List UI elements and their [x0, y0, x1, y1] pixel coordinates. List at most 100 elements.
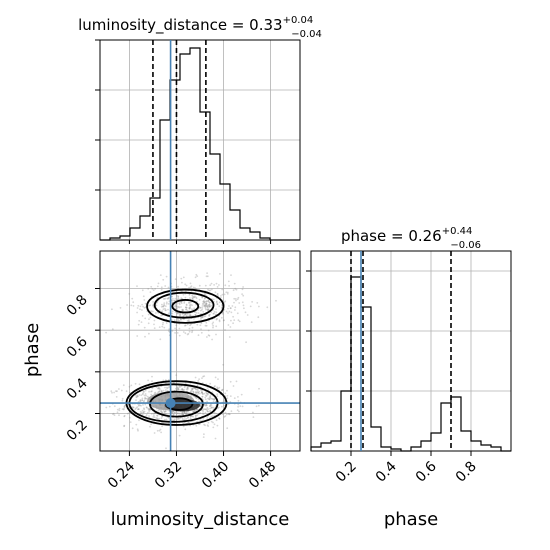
- scatter-point: [216, 303, 219, 305]
- scatter-point: [229, 395, 232, 397]
- scatter-point: [200, 331, 203, 334]
- scatter-point: [230, 274, 232, 276]
- scatter-point: [214, 385, 216, 387]
- scatter-point: [212, 406, 215, 409]
- scatter-point: [128, 416, 131, 419]
- scatter-point: [183, 388, 186, 391]
- scatter-point: [218, 301, 221, 304]
- scatter-point: [137, 403, 140, 406]
- scatter-point: [227, 280, 230, 283]
- xtick-label-ld-2: 0.40: [199, 459, 232, 492]
- scatter-point: [209, 410, 212, 412]
- scatter-point: [141, 409, 144, 412]
- scatter-point: [196, 275, 199, 277]
- scatter-point: [176, 298, 179, 300]
- scatter-point: [150, 390, 153, 393]
- scatter-point: [196, 393, 199, 396]
- scatter-point: [180, 297, 183, 300]
- scatter-point: [186, 323, 189, 326]
- scatter-point: [236, 298, 239, 301]
- scatter-point: [208, 301, 211, 304]
- scatter-point: [150, 423, 153, 426]
- scatter-point: [116, 390, 118, 393]
- scatter-point: [148, 318, 150, 320]
- scatter-point: [140, 411, 143, 414]
- scatter-point: [176, 303, 179, 305]
- scatter-point: [208, 303, 211, 306]
- scatter-point: [177, 298, 180, 300]
- scatter-point: [204, 408, 207, 411]
- scatter-point: [174, 418, 176, 421]
- scatter-point: [192, 387, 194, 390]
- scatter-point: [174, 278, 177, 280]
- scatter-point: [209, 403, 212, 406]
- scatter-point: [239, 405, 242, 407]
- scatter-point: [215, 412, 218, 415]
- scatter-point: [194, 276, 197, 279]
- scatter-point: [162, 305, 165, 308]
- scatter-point: [203, 301, 206, 303]
- scatter-point: [177, 318, 179, 321]
- scatter-point: [212, 400, 215, 403]
- scatter-point: [231, 305, 234, 307]
- scatter-point: [230, 319, 232, 322]
- scatter-point: [141, 399, 144, 402]
- scatter-point: [96, 400, 98, 402]
- scatter-point: [218, 284, 220, 286]
- scatter-point: [207, 309, 210, 312]
- joint-scatter-panel: 0.24 0.32 0.40 0.48 0.2 0.4 0.6 0.8: [64, 250, 301, 492]
- scatter-point: [200, 389, 202, 391]
- scatter-point: [140, 404, 142, 407]
- scatter-point: [146, 395, 149, 398]
- x-axis-label-phase: phase: [384, 509, 438, 530]
- scatter-point: [191, 388, 194, 390]
- scatter-point: [128, 385, 131, 388]
- scatter-point: [137, 429, 139, 432]
- scatter-point: [216, 387, 219, 390]
- scatter-point: [188, 301, 191, 304]
- scatter-point: [188, 286, 191, 289]
- scatter-point: [195, 396, 197, 399]
- scatter-point: [158, 390, 160, 393]
- scatter-point: [172, 413, 175, 416]
- scatter-point: [223, 319, 225, 321]
- scatter-point: [177, 412, 179, 415]
- scatter-point: [233, 297, 236, 300]
- scatter-point: [195, 297, 198, 300]
- scatter-point: [147, 322, 150, 325]
- scatter-point: [178, 334, 181, 337]
- scatter-point: [218, 319, 221, 322]
- scatter-point: [141, 413, 144, 416]
- scatter-point: [215, 311, 218, 314]
- scatter-point: [166, 387, 169, 390]
- scatter-point: [198, 378, 201, 380]
- scatter-point: [138, 419, 140, 422]
- scatter-point: [176, 306, 179, 309]
- scatter-point: [118, 414, 120, 417]
- scatter-point: [177, 320, 179, 322]
- scatter-point: [213, 398, 215, 401]
- scatter-point: [175, 307, 178, 310]
- scatter-point: [184, 428, 187, 431]
- scatter-point: [208, 315, 211, 317]
- scatter-point: [164, 386, 166, 389]
- scatter-point: [148, 407, 151, 410]
- scatter-point: [185, 313, 187, 315]
- scatter-point: [178, 313, 181, 316]
- scatter-point: [227, 324, 230, 326]
- scatter-point: [204, 408, 207, 411]
- scatter-point: [208, 306, 211, 308]
- scatter-point: [207, 300, 210, 303]
- ytick-label-phase-3: 0.8: [64, 292, 91, 319]
- scatter-point: [202, 410, 205, 413]
- scatter-point: [162, 305, 165, 308]
- scatter-point: [143, 299, 146, 301]
- scatter-point: [257, 404, 260, 407]
- scatter-point: [163, 410, 166, 413]
- scatter-point: [207, 334, 210, 336]
- scatter-point: [244, 311, 247, 314]
- scatter-point: [236, 312, 239, 315]
- scatter-point: [216, 286, 219, 288]
- scatter-point: [204, 307, 207, 310]
- scatter-point: [111, 391, 113, 394]
